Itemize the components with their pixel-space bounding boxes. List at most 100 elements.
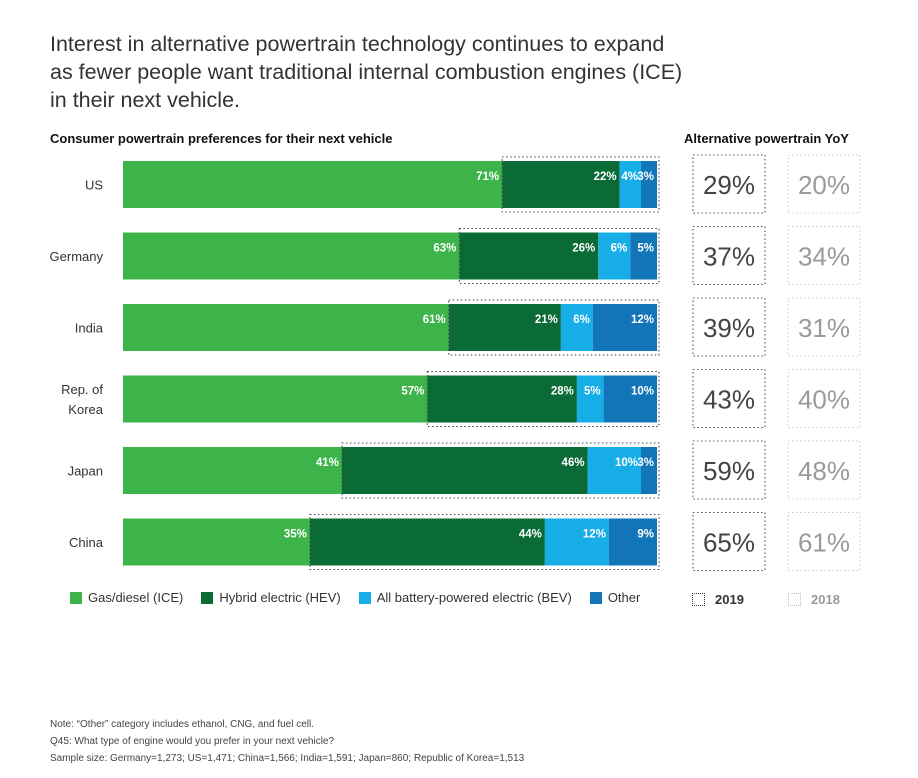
headline: Interest in alternative powertrain techn… bbox=[50, 32, 683, 112]
alt-outline bbox=[448, 299, 660, 356]
bar-segment bbox=[640, 447, 657, 494]
legend-swatch-bev bbox=[358, 591, 371, 604]
legend-label-ice: Gas/diesel (ICE) bbox=[88, 590, 184, 605]
yoy-box bbox=[787, 368, 861, 429]
bar-segment bbox=[427, 375, 577, 423]
bar-segment bbox=[587, 447, 641, 494]
yoy-legend-label-2018: 2018 bbox=[811, 592, 840, 607]
data-label: 3% bbox=[637, 171, 654, 183]
data-label: 3% bbox=[637, 457, 654, 469]
bar-segment bbox=[640, 161, 657, 208]
bar-segment bbox=[448, 304, 561, 351]
alt-outline bbox=[341, 442, 660, 499]
note-other-category: Note: “Other” category includes ethanol,… bbox=[50, 719, 315, 730]
bar-segment bbox=[608, 518, 657, 566]
bar-segment bbox=[576, 375, 604, 423]
bar-segment bbox=[560, 304, 593, 351]
yoy-box bbox=[692, 511, 766, 572]
yoy-value: 48% bbox=[798, 456, 850, 486]
bar-segment bbox=[592, 304, 657, 351]
bar-segment bbox=[619, 161, 641, 208]
data-label: 63% bbox=[433, 243, 456, 255]
yoy-box bbox=[787, 297, 861, 357]
legend-label-bev: All battery-powered electric (BEV) bbox=[376, 590, 572, 605]
yoy-value: 40% bbox=[798, 385, 850, 415]
data-label: 35% bbox=[284, 529, 307, 541]
data-label: 44% bbox=[519, 529, 542, 541]
data-label: 71% bbox=[476, 171, 499, 183]
bar-segment bbox=[123, 447, 342, 494]
yoy-box bbox=[787, 511, 861, 572]
legend-item-bev: All battery-powered electric (BEV) bbox=[358, 590, 572, 605]
yoy-value: 20% bbox=[798, 170, 850, 200]
yoy-value: 39% bbox=[703, 313, 755, 343]
yoy-box bbox=[787, 225, 861, 286]
yoy-swatch-2019 bbox=[692, 593, 705, 606]
chart-legend: Gas/diesel (ICE) Hybrid electric (HEV) A… bbox=[70, 590, 658, 605]
yoy-box bbox=[692, 225, 766, 286]
category-label: China bbox=[69, 535, 104, 550]
bar-segment bbox=[309, 518, 545, 566]
yoy-value: 31% bbox=[798, 313, 850, 343]
data-label: 10% bbox=[631, 386, 654, 398]
legend-swatch-hev bbox=[201, 591, 214, 604]
data-label: 5% bbox=[637, 243, 654, 255]
yoy-title: Alternative powertrain YoY bbox=[684, 131, 849, 146]
yoy-value: 65% bbox=[703, 528, 755, 558]
note-sample-size: Sample size: Germany=1,273; US=1,471; Ch… bbox=[50, 753, 525, 764]
data-label: 21% bbox=[535, 314, 558, 326]
legend-item-ice: Gas/diesel (ICE) bbox=[70, 590, 183, 605]
legend-item-other: Other bbox=[589, 590, 641, 605]
data-label: 57% bbox=[401, 386, 424, 398]
bar-segment bbox=[502, 161, 620, 208]
alt-outline bbox=[501, 156, 660, 213]
bar-segment bbox=[603, 375, 657, 423]
bar-segment bbox=[123, 161, 503, 208]
data-label: 6% bbox=[611, 243, 628, 255]
yoy-value: 29% bbox=[703, 170, 755, 200]
legend-label-other: Other bbox=[607, 590, 641, 605]
data-label: 41% bbox=[316, 457, 339, 469]
data-label: 5% bbox=[584, 386, 601, 398]
legend-swatch-ice bbox=[70, 591, 82, 604]
yoy-value: 43% bbox=[703, 385, 755, 415]
bar-segment bbox=[598, 232, 631, 280]
yoy-legend-2018: 2018 bbox=[788, 592, 840, 607]
data-label: 6% bbox=[573, 314, 590, 326]
yoy-value: 59% bbox=[703, 456, 755, 486]
category-label: Germany bbox=[50, 249, 104, 264]
yoy-value: 61% bbox=[798, 528, 850, 558]
yoy-legend-2019: 2019 bbox=[692, 592, 744, 607]
data-label: 4% bbox=[621, 171, 638, 183]
data-label: 46% bbox=[562, 457, 585, 469]
yoy-box bbox=[787, 154, 861, 214]
legend-item-hev: Hybrid electric (HEV) bbox=[201, 590, 341, 605]
yoy-value: 34% bbox=[798, 242, 850, 272]
bar-segment bbox=[459, 232, 599, 280]
data-label: 12% bbox=[631, 314, 654, 326]
data-label: 26% bbox=[572, 243, 595, 255]
data-label: 28% bbox=[551, 386, 574, 398]
yoy-legend-label-2019: 2019 bbox=[715, 592, 744, 607]
bar-segment bbox=[123, 232, 460, 280]
category-label: US bbox=[85, 178, 103, 193]
yoy-box bbox=[787, 440, 861, 500]
yoy-box bbox=[692, 440, 766, 500]
category-label: Korea bbox=[68, 402, 103, 417]
yoy-box bbox=[692, 297, 766, 357]
alt-outline bbox=[309, 513, 660, 571]
chart-title: Consumer powertrain preferences for thei… bbox=[50, 131, 393, 146]
yoy-value: 37% bbox=[703, 242, 755, 272]
bar-segment bbox=[341, 447, 588, 494]
legend-label-hev: Hybrid electric (HEV) bbox=[219, 590, 341, 605]
bar-segment bbox=[630, 232, 657, 280]
category-label: Rep. of bbox=[61, 382, 103, 397]
data-label: 10% bbox=[615, 457, 638, 469]
yoy-box bbox=[692, 368, 766, 429]
category-label: India bbox=[75, 321, 104, 336]
bar-segment bbox=[123, 518, 310, 566]
data-label: 9% bbox=[637, 529, 654, 541]
legend-swatch-other bbox=[589, 591, 602, 604]
note-question: Q45: What type of engine would you prefe… bbox=[50, 736, 335, 747]
